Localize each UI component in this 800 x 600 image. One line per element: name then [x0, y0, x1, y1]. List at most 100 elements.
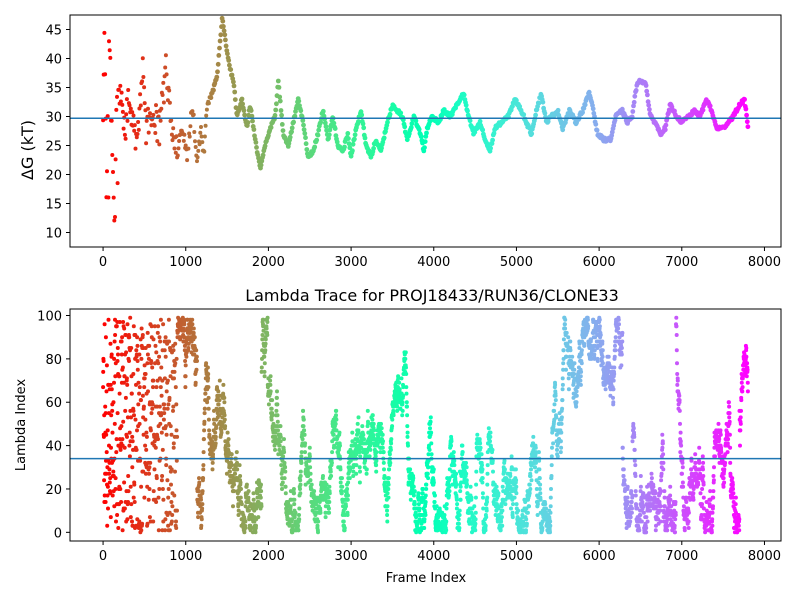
- lambda-point: [396, 376, 401, 381]
- lambda-point: [101, 369, 106, 374]
- lambda-point: [278, 424, 283, 429]
- lambda-point: [156, 324, 161, 329]
- lambda-point: [133, 417, 138, 422]
- lambda-point: [616, 326, 621, 331]
- dG-point: [134, 135, 139, 140]
- lambda-point: [464, 460, 468, 465]
- lambda-point: [516, 508, 521, 513]
- dG-point: [206, 101, 211, 106]
- lambda-point: [550, 445, 554, 450]
- lambda-point: [139, 528, 144, 533]
- lambda-point: [640, 500, 645, 504]
- lambda-point: [620, 445, 625, 450]
- lambda-point: [206, 406, 211, 411]
- dG-point: [225, 51, 230, 57]
- lambda-point: [500, 523, 505, 528]
- lambda-point: [312, 489, 317, 494]
- lambda-point: [474, 469, 479, 474]
- lambda-point: [213, 430, 218, 435]
- lambda-point: [535, 513, 540, 517]
- lambda-point: [165, 478, 170, 483]
- lambda-point: [142, 495, 147, 500]
- lambda-point: [334, 428, 339, 433]
- lambda-point: [253, 530, 258, 535]
- lambda-point: [701, 495, 706, 500]
- dG-point: [141, 75, 146, 79]
- lambda-point: [229, 463, 234, 468]
- lambda-point: [456, 521, 461, 526]
- lambda-point: [710, 510, 715, 515]
- dG-point: [107, 39, 111, 44]
- lambda-point: [700, 454, 705, 459]
- lambda-point: [125, 322, 130, 327]
- lambda-point: [738, 428, 743, 433]
- x-tick-label: 2000: [252, 255, 285, 270]
- lambda-point: [298, 478, 303, 483]
- lambda-point: [326, 506, 331, 511]
- lambda-point: [274, 395, 279, 400]
- lambda-point: [696, 482, 701, 487]
- lambda-point: [143, 471, 148, 476]
- lambda-point: [686, 510, 691, 515]
- lambda-point: [116, 352, 120, 357]
- lambda-point: [132, 500, 137, 504]
- lambda-point: [727, 411, 732, 416]
- lambda-point: [112, 356, 117, 361]
- lambda-point: [426, 465, 431, 470]
- dG-point: [142, 85, 147, 90]
- lambda-point: [166, 487, 171, 491]
- lambda-point: [697, 467, 702, 472]
- lambda-point: [162, 411, 167, 416]
- lambda-point: [625, 495, 630, 500]
- lambda-point: [560, 387, 565, 392]
- lambda-point: [309, 487, 314, 491]
- dG-point: [229, 72, 235, 78]
- y-tick-label: 45: [45, 24, 62, 39]
- lambda-point: [368, 441, 373, 446]
- lambda-point: [701, 460, 706, 465]
- lambda-point: [404, 365, 408, 370]
- lambda-point: [126, 500, 130, 504]
- lambda-point: [444, 506, 449, 511]
- lambda-point: [143, 372, 148, 376]
- lambda-point: [303, 450, 307, 455]
- lambda-point: [199, 497, 203, 502]
- lambda-point: [291, 487, 296, 491]
- lambda-point: [137, 519, 142, 524]
- lambda-point: [454, 482, 459, 487]
- lambda-point: [233, 471, 237, 476]
- dG-point: [105, 169, 109, 174]
- lambda-point: [745, 361, 750, 366]
- lambda-point: [722, 480, 727, 485]
- lambda-point: [307, 458, 312, 463]
- lambda-point: [458, 497, 463, 502]
- dG-point: [167, 88, 172, 93]
- lambda-point: [647, 491, 652, 496]
- dG-point: [228, 67, 234, 72]
- lambda-point: [613, 343, 617, 348]
- lambda-point: [388, 447, 393, 452]
- lambda-point: [203, 391, 208, 396]
- lambda-point: [296, 528, 301, 533]
- lambda-point: [191, 330, 196, 335]
- lambda-point: [107, 480, 112, 485]
- lambda-point: [710, 523, 715, 528]
- lambda-point: [548, 510, 553, 515]
- lambda-point: [386, 476, 391, 481]
- lambda-point: [117, 391, 122, 396]
- dG-point: [242, 112, 248, 118]
- lambda-point: [464, 471, 469, 476]
- lambda-point: [549, 463, 554, 468]
- lambda-point: [173, 469, 177, 474]
- dG-point: [152, 123, 157, 128]
- lambda-point: [558, 450, 563, 455]
- lambda-point: [480, 463, 484, 468]
- lambda-point: [404, 372, 409, 376]
- lambda-point: [574, 400, 579, 405]
- lambda-point: [206, 376, 211, 381]
- lambda-point: [589, 337, 593, 342]
- lambda-point: [298, 482, 303, 487]
- lambda-point: [387, 467, 392, 472]
- lambda-point: [309, 482, 314, 487]
- lambda-point: [485, 482, 490, 487]
